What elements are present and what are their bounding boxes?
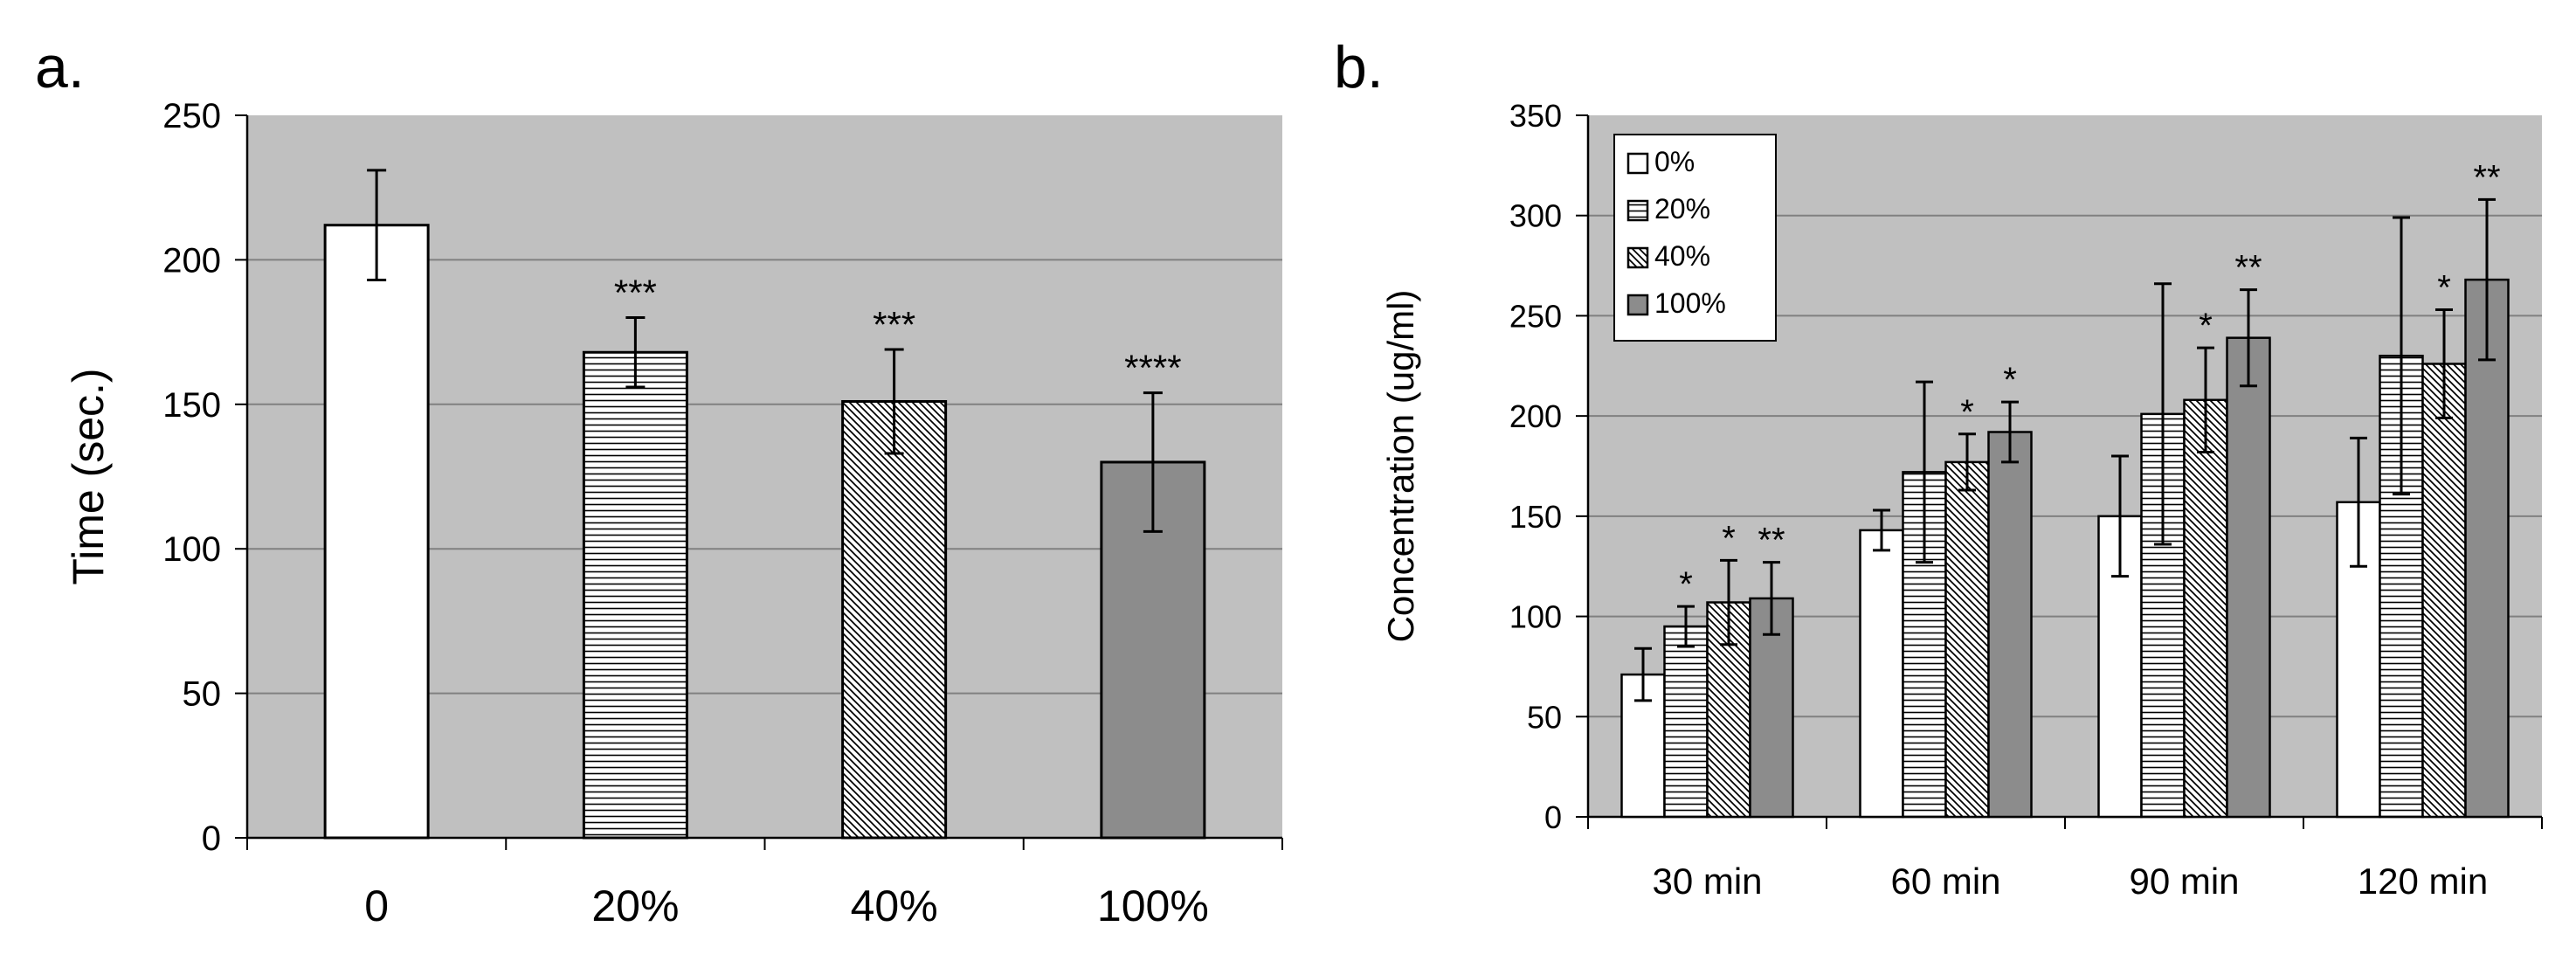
y-tick-label: 200 (1509, 398, 1562, 434)
legend-label: 100% (1654, 287, 1726, 319)
significance-label: **** (1124, 348, 1181, 389)
significance-label: * (2199, 307, 2213, 345)
x-tick-label: 0 (364, 882, 389, 930)
y-tick-label: 300 (1509, 198, 1562, 234)
panel-label: a. (35, 34, 85, 100)
y-tick-label: 150 (162, 386, 221, 425)
legend-swatch (1626, 199, 1649, 222)
x-tick-label: 100% (1097, 882, 1209, 930)
bar (2464, 278, 2510, 819)
significance-label: * (2003, 361, 2017, 399)
y-tick-label: 50 (1527, 699, 1562, 735)
bar (1944, 460, 1990, 819)
bar (323, 224, 430, 840)
y-tick-label: 250 (1509, 298, 1562, 334)
legend-swatch (1626, 152, 1649, 175)
y-tick-label: 50 (183, 675, 222, 714)
bar (1663, 625, 1709, 819)
significance-label: ** (2473, 158, 2500, 197)
significance-label: ** (2234, 249, 2262, 287)
bar (2421, 363, 2467, 819)
bar (2226, 336, 2271, 819)
legend-swatch (1626, 294, 1649, 316)
x-tick-label: 40% (851, 882, 938, 930)
x-tick-label: 30 min (1652, 861, 1762, 902)
chart-a: a. 0 50 100 150 200 250 0 *** 20% *** 40% **** 100% Ti… (35, 34, 1283, 930)
significance-label: * (2437, 269, 2451, 308)
bar (582, 350, 688, 840)
significance-label: * (1679, 565, 1693, 604)
y-tick-label: 200 (162, 241, 221, 280)
panel-label: b. (1334, 34, 1384, 100)
y-axis-label: Time (sec.) (64, 368, 113, 584)
significance-label: * (1722, 519, 1736, 557)
y-tick-label: 0 (202, 819, 221, 858)
x-tick-label: 120 min (2358, 861, 2488, 902)
significance-label: *** (614, 273, 657, 314)
x-tick-label: 20% (591, 882, 679, 930)
y-tick-label: 100 (162, 530, 221, 569)
y-tick-label: 0 (1544, 799, 1562, 835)
legend-label: 40% (1654, 240, 1710, 272)
bar (1987, 431, 2033, 819)
y-axis-label: Concentration (ug/ml) (1380, 290, 1421, 643)
significance-label: *** (873, 304, 915, 345)
significance-label: ** (1758, 522, 1785, 560)
bar (2183, 398, 2228, 819)
y-tick-label: 150 (1509, 499, 1562, 535)
y-tick-label: 350 (1509, 98, 1562, 134)
y-tick-label: 250 (162, 97, 221, 135)
x-tick-label: 90 min (2129, 861, 2239, 902)
y-tick-label: 100 (1509, 599, 1562, 635)
legend-swatch (1626, 246, 1649, 269)
bar (841, 399, 948, 840)
bar (1859, 529, 1904, 819)
legend-label: 20% (1654, 193, 1710, 225)
legend-label: 0% (1654, 146, 1695, 177)
x-tick-label: 60 min (1890, 861, 2000, 902)
significance-label: * (1960, 393, 1974, 432)
